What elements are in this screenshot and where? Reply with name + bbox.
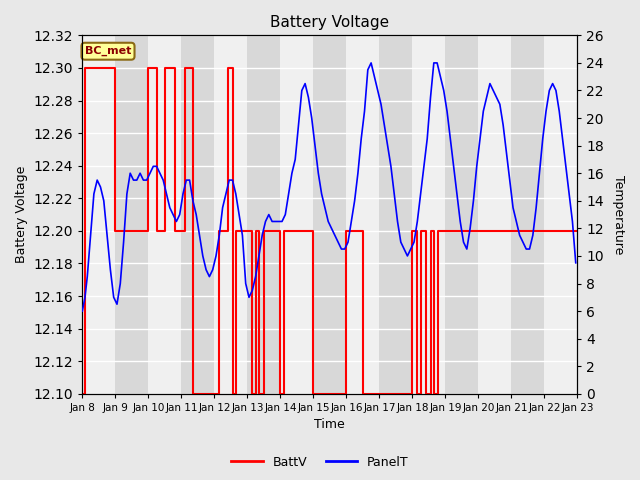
Bar [314, 36, 346, 394]
Bar [247, 36, 280, 394]
Bar [380, 36, 412, 394]
Y-axis label: Temperature: Temperature [612, 175, 625, 254]
Bar [445, 36, 478, 394]
Text: BC_met: BC_met [85, 46, 131, 56]
Bar [115, 36, 148, 394]
Title: Battery Voltage: Battery Voltage [270, 15, 389, 30]
Y-axis label: Battery Voltage: Battery Voltage [15, 166, 28, 263]
X-axis label: Time: Time [314, 419, 345, 432]
Bar [511, 36, 545, 394]
Bar [181, 36, 214, 394]
Legend: BattV, PanelT: BattV, PanelT [227, 451, 413, 474]
